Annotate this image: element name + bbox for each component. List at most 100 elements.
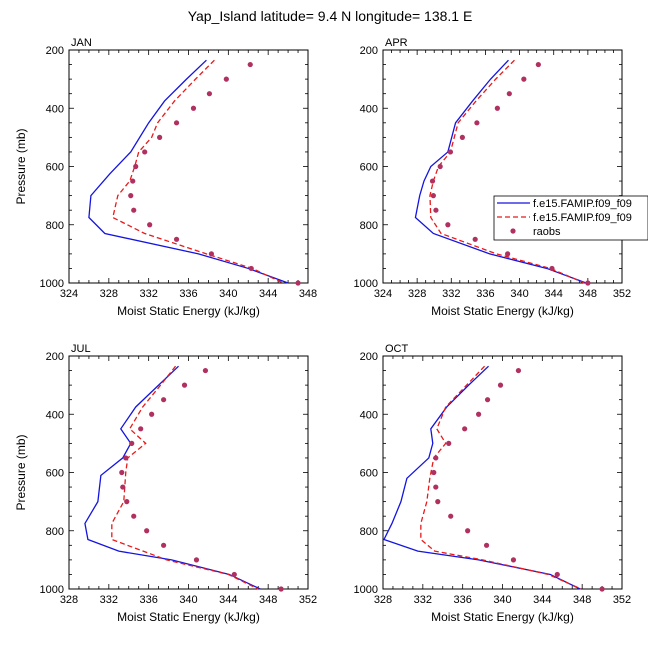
- x-tick-label: 352: [613, 594, 631, 606]
- series-line-model-1: [383, 365, 581, 590]
- series-line-model-2: [420, 365, 582, 590]
- x-tick-label: 344: [545, 288, 563, 300]
- x-tick-label: 336: [139, 594, 157, 606]
- x-tick-label: 328: [100, 288, 118, 300]
- raobs-point: [231, 571, 237, 578]
- raobs-point: [130, 178, 136, 184]
- raobs-point: [433, 207, 439, 213]
- raobs-point: [123, 455, 129, 461]
- raobs-point: [462, 426, 468, 432]
- x-tick-label: 324: [374, 288, 392, 300]
- x-axis-label: Moist Static Energy (kJ/kg): [117, 610, 260, 624]
- x-tick-label: 328: [60, 594, 78, 606]
- x-tick-label: 348: [259, 594, 277, 606]
- raobs-point: [433, 484, 439, 490]
- legend-marker-raobs: [510, 228, 516, 234]
- y-tick-label: 200: [360, 351, 378, 363]
- x-tick-label: 348: [573, 594, 591, 606]
- raobs-point: [474, 120, 480, 126]
- legend-label-raobs: raobs: [533, 226, 561, 238]
- raobs-point: [128, 193, 134, 199]
- x-axis-label: Moist Static Energy (kJ/kg): [117, 304, 260, 318]
- panel-jan: 324 328 332 336 340 344 348 200 400 600 800 1000 JAN…: [14, 37, 317, 318]
- raobs-point: [476, 411, 482, 417]
- plot-frame: [382, 49, 623, 284]
- raobs-point: [206, 91, 213, 97]
- x-tick-label: 328: [374, 594, 392, 606]
- y-tick-label: 1000: [354, 584, 378, 596]
- raobs-point: [549, 265, 555, 272]
- x-tick-label: 348: [299, 288, 317, 300]
- panel-label: APR: [385, 37, 408, 49]
- raobs-point: [535, 61, 541, 68]
- x-tick-label: 324: [60, 288, 78, 300]
- raobs-point: [278, 586, 284, 592]
- x-tick-label: 352: [613, 288, 631, 300]
- y-tick-label: 600: [46, 468, 64, 480]
- raobs-point: [510, 557, 517, 563]
- raobs-point: [144, 528, 150, 534]
- raobs-point: [190, 105, 197, 111]
- raobs-point: [435, 499, 441, 505]
- y-tick-label: 1000: [40, 584, 64, 596]
- x-tick-label: 348: [579, 288, 597, 300]
- raobs-point: [554, 571, 560, 578]
- raobs-point: [202, 367, 209, 374]
- panel-label: JUL: [71, 343, 91, 355]
- raobs-point: [448, 513, 454, 519]
- raobs-point: [505, 251, 511, 257]
- raobs-point: [599, 586, 605, 592]
- raobs-point: [129, 440, 135, 446]
- series-line-model-1: [414, 59, 587, 284]
- y-tick-label: 400: [46, 103, 64, 115]
- series-line-model-2: [111, 365, 259, 590]
- x-tick-label: 340: [510, 288, 528, 300]
- x-tick-label: 336: [476, 288, 494, 300]
- raobs-point: [459, 134, 465, 140]
- raobs-point: [161, 397, 167, 403]
- x-tick-label: 340: [179, 594, 197, 606]
- x-tick-label: 352: [299, 594, 317, 606]
- raobs-point: [120, 484, 126, 490]
- raobs-point: [446, 440, 452, 446]
- x-tick-label: 340: [219, 288, 237, 300]
- raobs-point: [133, 163, 139, 170]
- x-tick-label: 332: [139, 288, 157, 300]
- raobs-point: [447, 149, 454, 155]
- y-tick-label: 200: [360, 45, 378, 57]
- raobs-point: [157, 134, 163, 140]
- raobs-point: [173, 120, 180, 126]
- x-tick-label: 344: [219, 594, 237, 606]
- raobs-point: [430, 193, 436, 199]
- raobs-point: [433, 455, 439, 461]
- plot-frame: [382, 355, 623, 590]
- legend-label-model-2: f.e15.FAMIP.f09_f09: [533, 212, 632, 224]
- raobs-point: [521, 76, 527, 82]
- raobs-point: [147, 222, 153, 228]
- raobs-point: [119, 469, 125, 476]
- y-tick-label: 600: [46, 162, 64, 174]
- raobs-point: [131, 513, 137, 519]
- legend-label-model-1: f.e15.FAMIP.f09_f09: [533, 198, 632, 210]
- y-tick-label: 400: [360, 409, 378, 421]
- panel-jul: 328 332 336 340 344 348 352 200 400 600 800 1000 JUL…: [14, 343, 317, 624]
- raobs-point: [295, 280, 301, 286]
- y-tick-label: 800: [46, 220, 64, 232]
- raobs-point: [483, 542, 490, 548]
- x-tick-label: 328: [408, 288, 426, 300]
- y-tick-label: 200: [46, 45, 64, 57]
- y-tick-label: 800: [360, 220, 378, 232]
- panel-label: OCT: [385, 343, 409, 355]
- legend: f.e15.FAMIP.f09_f09 f.e15.FAMIP.f09_f09 …: [493, 195, 648, 241]
- y-axis-label: Pressure (mb): [14, 434, 28, 510]
- raobs-point: [181, 382, 188, 388]
- raobs-point: [437, 163, 443, 170]
- panel-label: JAN: [71, 37, 92, 49]
- raobs-point: [445, 222, 451, 228]
- raobs-point: [161, 542, 167, 548]
- raobs-point: [138, 426, 144, 432]
- y-tick-label: 1000: [354, 278, 378, 290]
- raobs-point: [494, 105, 500, 111]
- raobs-point: [208, 251, 215, 257]
